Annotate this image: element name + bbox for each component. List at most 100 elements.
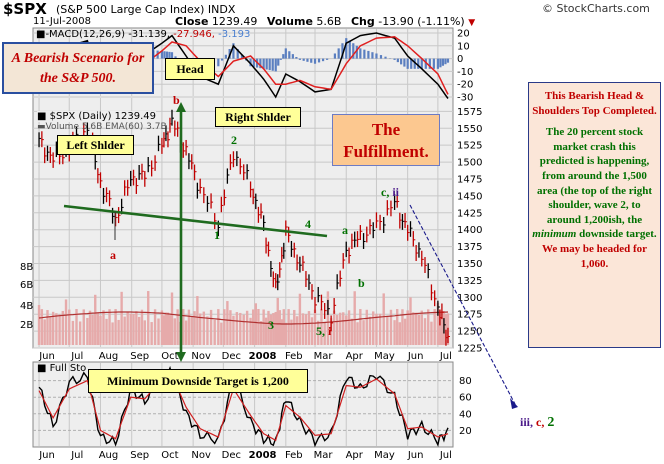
volume-bar [417,314,421,345]
volume-bar [150,322,153,345]
volume-bar [198,313,202,345]
volume-bar [254,303,257,345]
macd-histogram-bar [221,58,224,61]
volume-bar [353,291,356,345]
chg-down-arrow-icon: ▼ [468,18,476,28]
macd-histogram-bar [337,48,340,59]
volume-bar [276,297,279,345]
price-tick-label: 1275 [457,310,482,321]
price-tick-label: 1575 [457,107,482,118]
x-month-label: Jun [38,351,55,362]
price-tick-label: 1325 [457,276,482,287]
volume-bar [162,315,166,345]
stoch-tick-label: 40 [459,409,472,420]
volume-bar [403,318,407,345]
volume-bar [140,309,144,345]
macd-histogram-bar [400,58,403,65]
macd-legend-v2: -27.946, [173,29,215,40]
stoch-k-line [38,365,449,448]
x-month-label: 2008 [249,351,277,362]
macd-histogram-bar [413,58,416,69]
volume-bar [55,313,58,345]
stoch-tick-label: 80 [459,376,472,387]
x-month-label-bottom: Oct [161,450,178,461]
volume-legend: ▬Volume 5.6B EMA(60) 3.7B [37,122,167,132]
note-body-a: The 20 percent stock market crash this p… [537,126,652,226]
volume-bar [37,305,41,345]
x-month-label: Mar [314,351,334,362]
volume-tick-label: 4B [20,301,33,312]
macd-histogram-bar [262,58,265,69]
stoch-legend: ■ Full Sto [37,363,87,374]
macd-tick-label: -30 [457,93,473,104]
price-tick-label: 1550 [457,124,482,135]
wave-label-a2: a [342,223,348,237]
volume-bar [338,312,342,345]
wave-label-b: b [173,93,180,107]
volume-bar [164,312,168,345]
volume-bar [232,315,235,345]
volume-bar [64,299,68,345]
volume-bar [345,315,348,345]
macd-legend-prefix: ■-MACD(12,26,9) [36,29,126,40]
macd-histogram-bar [352,43,355,59]
x-month-label: Jun [407,351,424,362]
volume-bar [329,318,333,345]
volume-bar [91,314,94,345]
wave-label-a: a [110,248,116,262]
volume-bar [359,309,362,345]
note-body-em: minimum [532,228,577,241]
price-tick-label: 1300 [457,293,482,304]
x-month-label: Aug [99,351,119,362]
macd-tick-label: -10 [457,67,473,78]
volume-bar [375,313,378,345]
price-tick-label: 1450 [457,191,482,202]
volume-bar [420,310,423,345]
volume-bar [176,309,179,345]
volume-bar [193,311,196,345]
x-month-label: Jul [439,351,452,362]
volume-bar [229,310,232,345]
macd-histogram-bar [375,53,378,59]
right-shoulder-box: Right Shlder [215,107,301,127]
x-month-label: Oct [161,351,178,362]
volume-bar [102,310,105,345]
macd-histogram-bar [284,48,287,59]
volume-bar [267,310,270,345]
x-month-label-bottom: Jun [407,450,424,461]
wave-label-2: 2 [231,133,237,147]
volume-bar [88,310,92,345]
volume-bar [168,315,172,345]
volume-bar [398,322,402,345]
volume-tick-label: 6B [20,280,33,291]
volume-bar [317,320,320,345]
volume-bar [223,309,226,345]
stoch-d-line [38,374,449,442]
date-label: 11-Jul-2008 [33,16,92,27]
volume-label: Volume [266,15,313,28]
wave-label-i: i [328,324,332,338]
minimum-target-box: Minimum Downside Target is 1,200 [88,369,308,393]
volume-bar [382,293,385,345]
volume-bar [213,319,216,345]
volume-ema-line [38,311,449,325]
macd-histogram-bar [359,48,362,59]
projected-wave-arrow [510,398,518,409]
volume-bar [173,318,177,345]
volume-bar [440,317,444,345]
volume-bar [274,311,277,345]
macd-histogram-bar [277,58,280,66]
volume-bar [111,322,114,345]
macd-histogram-bar [313,58,317,64]
price-tick-label: 1225 [457,344,482,355]
x-month-label-bottom: Jul [70,450,83,461]
macd-tick-label: 10 [457,41,470,52]
macd-histogram-bar [274,58,277,72]
volume-bar [245,310,249,345]
volume-bar [320,309,323,345]
wave-label-2-end: 2 [547,415,555,430]
macd-histogram-bar [236,49,239,59]
volume-value: 5.6B [316,15,342,28]
volume-bar [114,309,117,345]
volume-bar [272,313,275,345]
